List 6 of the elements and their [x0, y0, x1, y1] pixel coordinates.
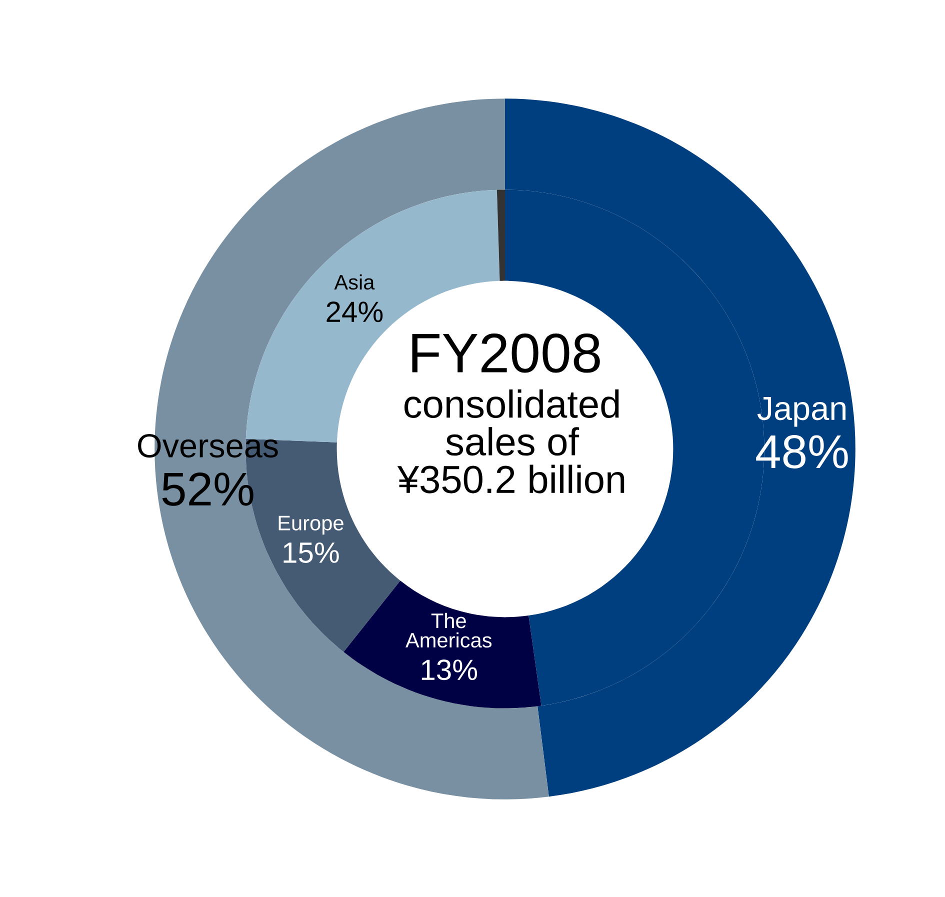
text: consolidated sales of ¥350.2 billion — [397, 389, 624, 494]
data-label: Japan 48% — [756, 396, 848, 468]
data-label: Asia 24% — [326, 274, 383, 322]
text: FY2008 — [412, 333, 600, 373]
data-label: The Americas 13% — [406, 612, 492, 680]
data-label: Europe 15% — [278, 516, 344, 563]
